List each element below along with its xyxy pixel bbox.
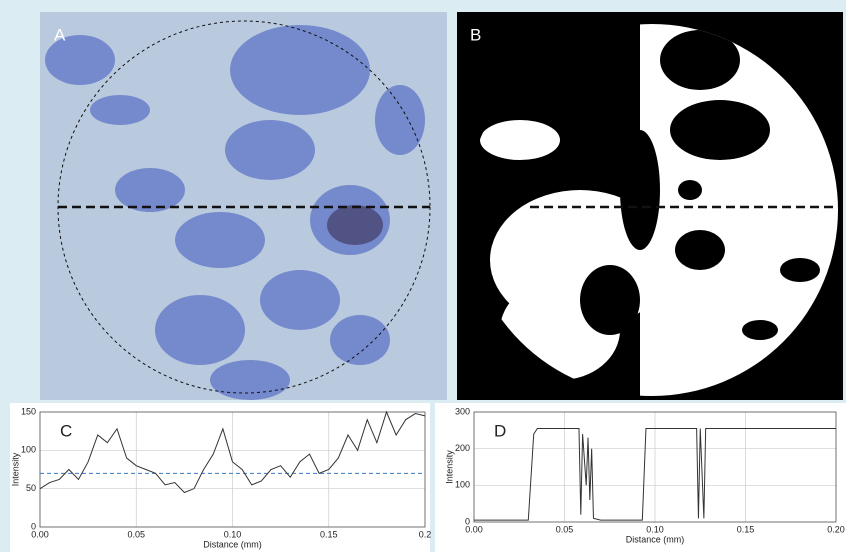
plot-frame	[39, 411, 426, 528]
x-tick-label: 0.00	[31, 529, 49, 539]
data-line	[474, 428, 836, 521]
y-axis-title: Intensity	[444, 450, 454, 484]
y-tick-label: 150	[21, 406, 36, 416]
x-tick-label: 0.00	[465, 524, 483, 534]
x-tick-label: 0.05	[556, 524, 574, 534]
x-axis-title: Distance (mm)	[203, 539, 262, 549]
panel-label: B	[470, 25, 481, 44]
x-tick-label: 0.10	[646, 524, 664, 534]
data-line	[39, 410, 426, 494]
panel-label: D	[494, 421, 506, 440]
micrograph-a	[40, 12, 447, 400]
chart-c-background	[10, 403, 430, 552]
y-tick-label: 200	[455, 443, 470, 453]
y-tick-label: 0	[465, 516, 470, 526]
y-axis-title: Intensity	[10, 452, 20, 486]
y-tick-label: 50	[26, 483, 36, 493]
x-tick-label: 0.10	[224, 529, 242, 539]
y-tick-label: 300	[455, 406, 470, 416]
y-tick-label: 100	[21, 445, 36, 455]
plot-frame	[473, 411, 837, 523]
y-tick-label: 100	[455, 480, 470, 490]
x-tick-label: 0.15	[737, 524, 755, 534]
x-tick-label: 0.15	[320, 529, 338, 539]
y-tick-label: 0	[31, 521, 36, 531]
chart-d-background	[435, 403, 846, 552]
x-tick-label: 0.20	[827, 524, 845, 534]
x-tick-label: 0.2	[419, 529, 432, 539]
panel-label: A	[54, 25, 66, 44]
panel-label: C	[60, 421, 72, 440]
x-tick-label: 0.05	[127, 529, 145, 539]
x-axis-title: Distance (mm)	[626, 534, 685, 544]
